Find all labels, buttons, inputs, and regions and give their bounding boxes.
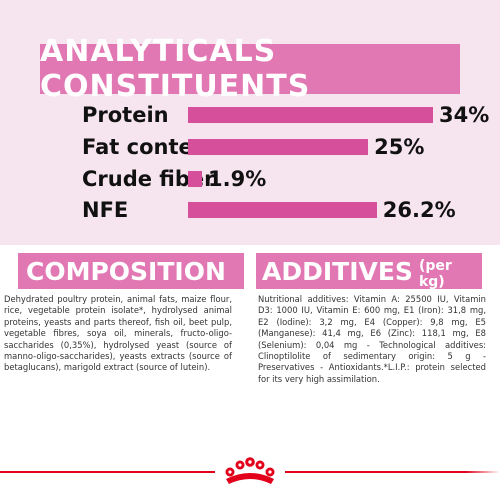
additives-title-text: ADDITIVES bbox=[262, 256, 413, 286]
fat-content-bar bbox=[188, 139, 369, 155]
protein-label: Protein bbox=[82, 103, 169, 127]
footer-line-left bbox=[0, 471, 215, 473]
crude-fiber-value: 1.9% bbox=[208, 167, 267, 191]
additives-text: Nutritional additives: Vitamin A: 25500 … bbox=[258, 294, 486, 384]
protein-value: 34% bbox=[439, 103, 490, 127]
additives-title: ADDITIVES (per kg) bbox=[256, 253, 482, 290]
footer-line-fade bbox=[465, 471, 500, 473]
footer-line-right bbox=[285, 471, 465, 473]
nfe-value: 26.2% bbox=[382, 198, 456, 222]
nfe-label: NFE bbox=[82, 198, 129, 222]
fat-content-value: 25% bbox=[374, 135, 425, 159]
composition-title-text: COMPOSITION bbox=[26, 256, 226, 286]
analytical-rows: Protein 34% Fat content 25% Crude fiber … bbox=[0, 0, 500, 245]
additives-subtitle: (per kg) bbox=[418, 258, 452, 290]
crude-fiber-bar bbox=[188, 171, 202, 187]
protein-bar bbox=[188, 107, 433, 123]
composition-title: COMPOSITION bbox=[18, 253, 244, 289]
composition-text: Dehydrated poultry protein, animal fats,… bbox=[4, 294, 232, 373]
nfe-bar bbox=[188, 202, 377, 218]
royal-canin-crown-icon bbox=[225, 457, 275, 484]
